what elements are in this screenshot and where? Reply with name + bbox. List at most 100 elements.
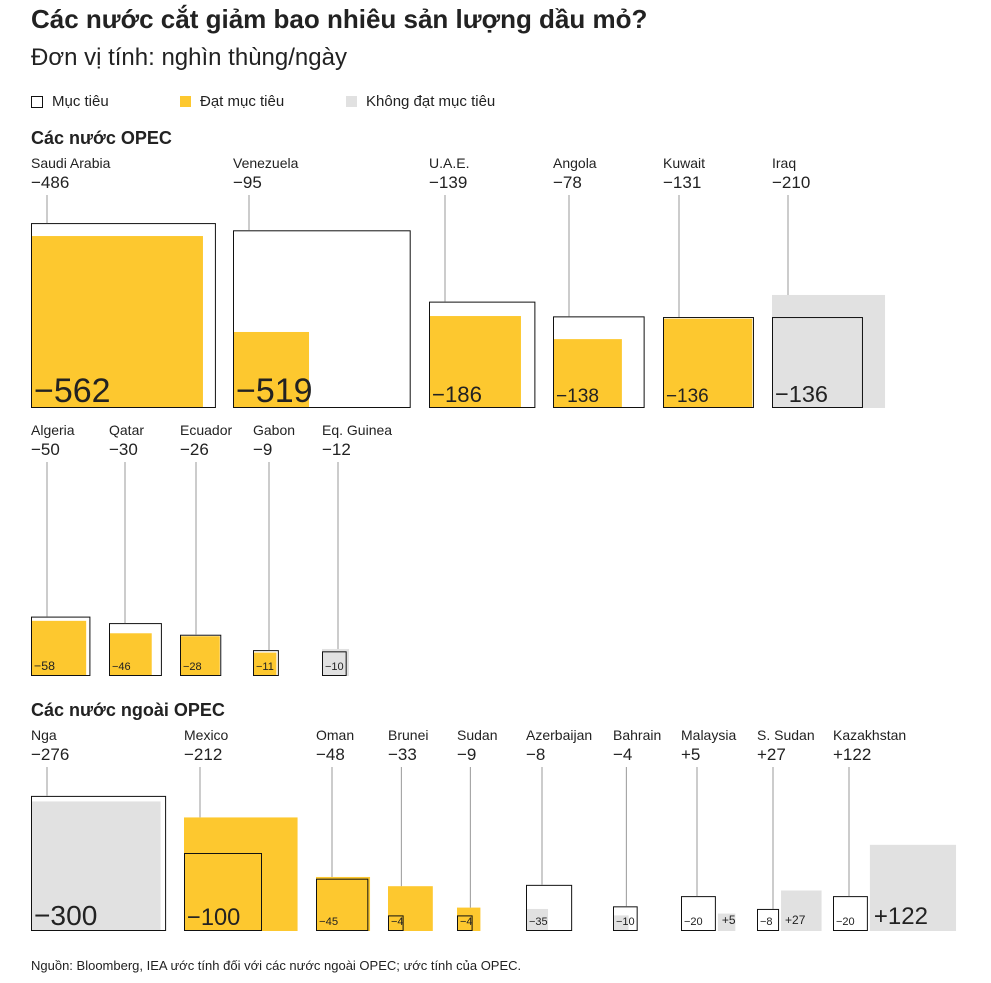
target-square-algeria — [31, 616, 91, 677]
actual-square-azerbaijan — [526, 908, 549, 931]
actual-value-label-brunei: −33 — [388, 745, 417, 764]
actual-value-label-u-a-e: −139 — [429, 173, 467, 192]
actual-value-label-malaysia: +5 — [681, 745, 700, 764]
actual-square-nga — [31, 801, 161, 931]
actual-value-label-azerbaijan: −8 — [526, 745, 545, 764]
target-value-label-qatar: −46 — [112, 661, 131, 673]
target-value-label-kuwait: −136 — [666, 386, 709, 407]
target-value-label-sudan: −4 — [460, 916, 473, 928]
target-value-label-gabon: −11 — [256, 661, 274, 673]
positive-actual-inline-malaysia: +5 — [722, 913, 736, 927]
actual-value-label-saudi-arabia: −486 — [31, 173, 69, 192]
target-value-label-kazakhstan: −20 — [836, 916, 855, 928]
country-label-ecuador: Ecuador — [180, 422, 232, 438]
actual-value-label-s-sudan: +27 — [757, 745, 786, 764]
actual-square-gabon — [253, 652, 277, 676]
actual-value-label-mexico: −212 — [184, 745, 222, 764]
actual-square-angola — [553, 339, 622, 408]
positive-actual-inline-kazakhstan: +122 — [874, 903, 928, 930]
country-label-u-a-e: U.A.E. — [429, 155, 469, 171]
target-square-u-a-e — [429, 301, 536, 409]
country-label-s-sudan: S. Sudan — [757, 727, 815, 743]
country-label-venezuela: Venezuela — [233, 155, 299, 171]
target-square-brunei — [388, 915, 404, 932]
actual-square-oman — [316, 876, 371, 931]
legend-swatch-met — [180, 96, 191, 107]
chart-title: Các nước cắt giảm bao nhiêu sản lượng dầ… — [31, 4, 648, 34]
target-value-label-angola: −138 — [556, 386, 599, 407]
actual-square-eq-guinea — [322, 648, 350, 676]
actual-square-saudi-arabia — [31, 236, 203, 408]
legend-label-target: Mục tiêu — [52, 93, 109, 110]
country-label-kuwait: Kuwait — [663, 155, 705, 171]
target-value-label-azerbaijan: −35 — [529, 916, 548, 928]
target-value-label-saudi-arabia: −562 — [34, 372, 111, 410]
target-value-label-eq-guinea: −10 — [325, 661, 344, 673]
actual-value-label-sudan: −9 — [457, 745, 476, 764]
target-square-eq-guinea — [322, 651, 347, 676]
target-value-label-u-a-e: −186 — [432, 382, 482, 407]
actual-value-label-oman: −48 — [316, 745, 345, 764]
actual-value-label-angola: −78 — [553, 173, 582, 192]
country-label-brunei: Brunei — [388, 727, 428, 743]
country-label-nga: Nga — [31, 727, 57, 743]
country-label-iraq: Iraq — [772, 155, 796, 171]
actual-square-qatar — [109, 633, 152, 676]
target-value-label-venezuela: −519 — [236, 372, 313, 410]
country-label-angola: Angola — [553, 155, 597, 171]
actual-value-label-nga: −276 — [31, 745, 69, 764]
target-square-iraq — [772, 317, 863, 408]
actual-value-label-venezuela: −95 — [233, 173, 262, 192]
target-square-venezuela — [233, 230, 411, 408]
target-square-kuwait — [663, 317, 754, 408]
target-square-azerbaijan — [526, 884, 573, 931]
legend-item-missed: Không đạt mục tiêu — [346, 93, 495, 110]
actual-square-venezuela — [233, 331, 310, 408]
country-label-gabon: Gabon — [253, 422, 295, 438]
country-label-kazakhstan: Kazakhstan — [833, 727, 906, 743]
country-label-qatar: Qatar — [109, 422, 144, 438]
target-value-label-s-sudan: −8 — [760, 916, 773, 928]
actual-value-label-qatar: −30 — [109, 440, 138, 459]
actual-value-label-kazakhstan: +122 — [833, 745, 871, 764]
target-square-oman — [316, 878, 369, 932]
positive-actual-inline-s-sudan: +27 — [785, 913, 806, 927]
actual-value-label-kuwait: −131 — [663, 173, 701, 192]
target-square-angola — [553, 316, 645, 409]
target-square-s-sudan — [757, 908, 780, 932]
actual-square-kuwait — [663, 318, 753, 408]
actual-square-sudan — [457, 907, 481, 931]
legend-label-met: Đạt mục tiêu — [200, 93, 285, 110]
target-value-label-nga: −300 — [34, 900, 97, 931]
target-value-label-mexico: −100 — [187, 905, 240, 931]
actual-square-u-a-e — [429, 316, 521, 408]
actual-square-iraq — [772, 294, 886, 408]
country-label-malaysia: Malaysia — [681, 727, 736, 743]
country-label-azerbaijan: Azerbaijan — [526, 727, 592, 743]
actual-square-mexico — [184, 817, 298, 931]
actual-value-label-eq-guinea: −12 — [322, 440, 351, 459]
actual-square-s-sudan — [781, 890, 822, 931]
target-value-label-brunei: −4 — [391, 916, 404, 928]
country-label-bahrain: Bahrain — [613, 727, 661, 743]
chart-subtitle: Đơn vị tính: nghìn thùng/ngày — [31, 44, 347, 71]
country-label-mexico: Mexico — [184, 727, 229, 743]
section-title-opec: Các nước OPEC — [31, 128, 172, 148]
actual-value-label-gabon: −9 — [253, 440, 272, 459]
actual-square-algeria — [31, 620, 87, 676]
actual-value-label-algeria: −50 — [31, 440, 60, 459]
country-label-eq-guinea: Eq. Guinea — [322, 422, 392, 438]
section-title-non-opec: Các nước ngoài OPEC — [31, 700, 225, 720]
target-square-bahrain — [613, 906, 638, 931]
source-note: Nguồn: Bloomberg, IEA ước tính đối với c… — [31, 958, 522, 973]
target-square-malaysia — [681, 896, 716, 931]
actual-value-label-bahrain: −4 — [613, 745, 632, 764]
legend-item-met: Đạt mục tiêu — [180, 93, 284, 110]
target-square-gabon — [253, 650, 279, 676]
target-value-label-malaysia: −20 — [684, 916, 703, 928]
country-label-sudan: Sudan — [457, 727, 497, 743]
legend-swatch-missed — [346, 96, 357, 107]
target-value-label-bahrain: −10 — [616, 916, 635, 928]
target-square-mexico — [184, 853, 262, 931]
